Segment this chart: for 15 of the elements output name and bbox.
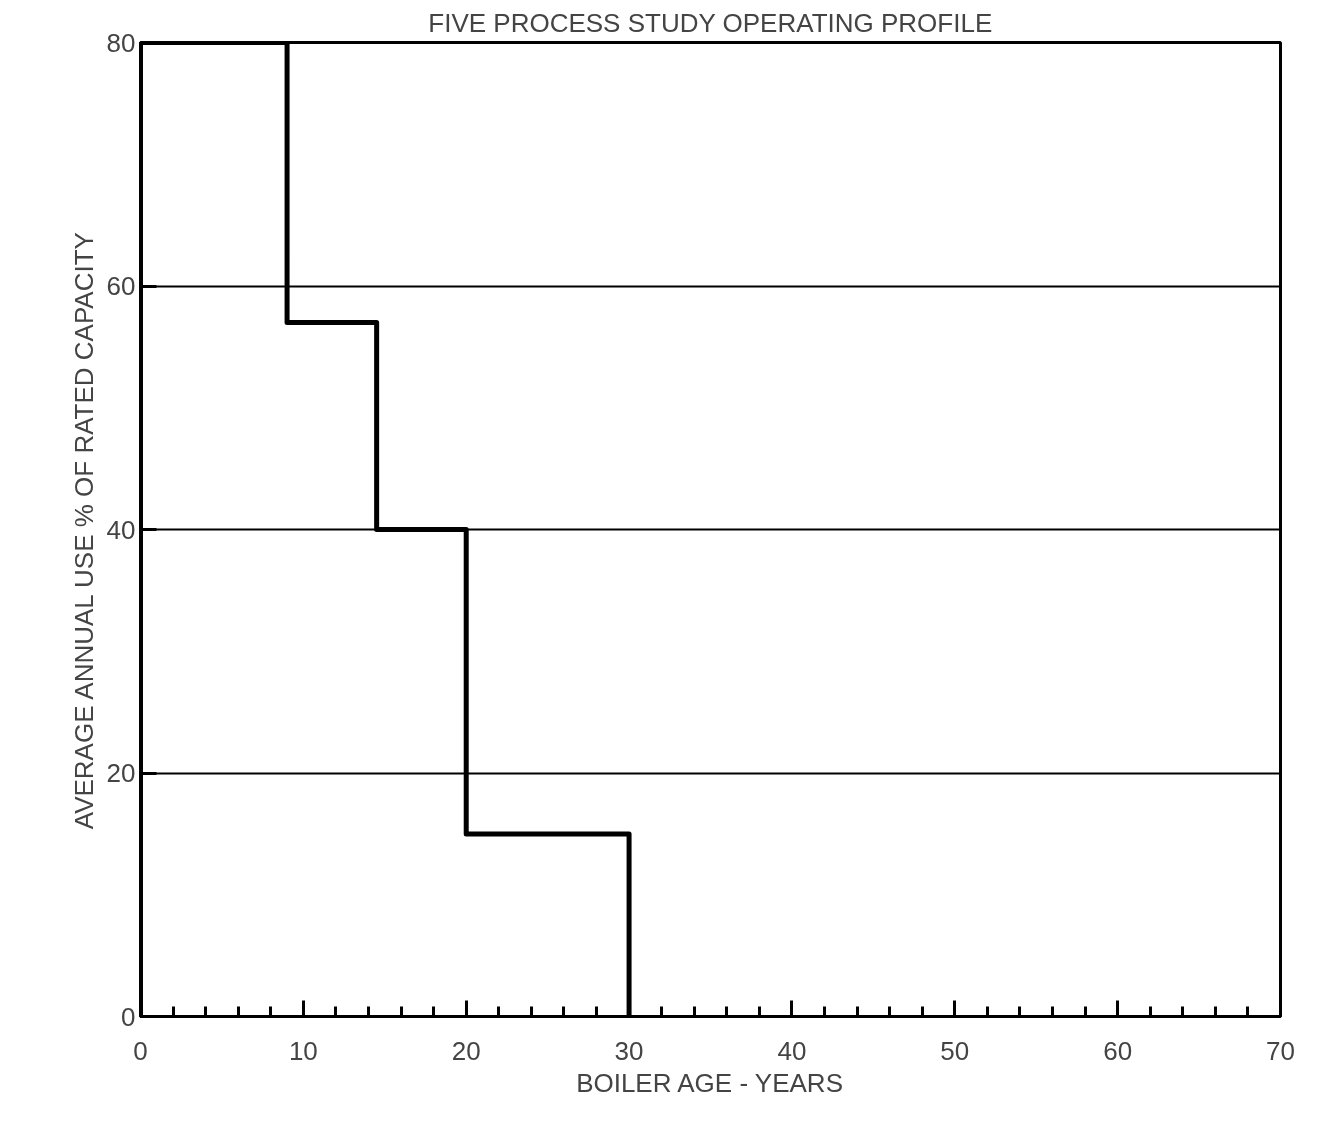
x-tick-label: 50 xyxy=(940,1035,970,1066)
x-tick-label: 30 xyxy=(614,1035,644,1066)
y-axis-title: AVERAGE ANNUAL USE % OF RATED CAPACITY xyxy=(68,232,99,830)
y-tick-label: 0 xyxy=(121,1001,136,1032)
y-tick-label: 80 xyxy=(106,27,136,58)
x-tick-label: 10 xyxy=(288,1035,318,1066)
y-tick-label: 20 xyxy=(106,758,136,788)
chart-title: FIVE PROCESS STUDY OPERATING PROFILE xyxy=(428,7,993,38)
x-tick-label: 20 xyxy=(451,1035,481,1066)
x-tick-label: 40 xyxy=(777,1035,807,1066)
y-tick-label: 40 xyxy=(106,514,136,545)
x-tick-label: 60 xyxy=(1103,1035,1133,1066)
x-axis-title: BOILER AGE - YEARS xyxy=(576,1067,843,1098)
y-tick-label: 60 xyxy=(106,271,136,301)
x-tick-label: 70 xyxy=(1266,1035,1295,1066)
